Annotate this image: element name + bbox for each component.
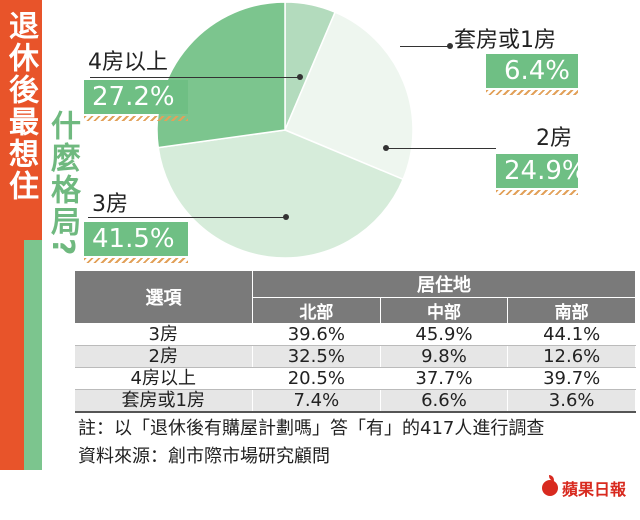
pie-slice (157, 129, 405, 259)
cell-value: 39.7% (507, 367, 636, 390)
column-header-north: 北部 (252, 297, 381, 324)
cell-value: 44.1% (507, 323, 636, 346)
column-header-central: 中部 (379, 297, 509, 324)
pie-slice (156, 1, 286, 149)
row-option: 2房 (74, 345, 253, 368)
slice-label-3room: 3房 (92, 192, 128, 217)
slice-pct-1room: 6.4% (486, 54, 578, 88)
leader-line-4room (90, 74, 303, 80)
hatch-3room (84, 258, 188, 263)
slice-label-1room: 套房或1房 (454, 28, 556, 53)
cell-value: 37.7% (379, 367, 509, 390)
row-option: 4房以上 (74, 367, 253, 390)
slice-pct-2room: 24.9% (496, 154, 587, 188)
brand-name: 蘋果日報 (561, 480, 626, 499)
cell-value: 32.5% (252, 345, 381, 368)
cell-value: 39.6% (252, 323, 381, 346)
data-source: 資料來源：創市際市場研究顧問 (78, 446, 330, 467)
slice-pct-4room: 27.2% (84, 80, 188, 114)
row-option: 3房 (74, 323, 253, 346)
leader-line-1room (400, 43, 453, 49)
pie-slice (284, 11, 414, 181)
leader-line-3room (88, 214, 289, 220)
slice-pct-3room: 41.5% (84, 222, 188, 256)
slice-label-4room: 4房以上 (88, 50, 168, 75)
slice-label-2room: 2房 (536, 126, 572, 151)
table-row: 套房或1房 7.4% 6.6% 3.6% (74, 389, 636, 413)
column-header-south: 南部 (507, 297, 636, 324)
hatch-4room (84, 116, 188, 121)
cell-value: 3.6% (507, 389, 636, 413)
survey-note: 註：以「退休後有購屋計劃嗎」答「有」的417人進行調查 (78, 418, 545, 439)
table-row: 4房以上 20.5% 37.7% 39.7% (74, 367, 636, 390)
pie-chart (156, 1, 414, 259)
hatch-1room (486, 90, 578, 95)
cell-value: 20.5% (252, 367, 381, 390)
residence-table: 選項 居住地 北部 中部 南部 3房 39.6% 45.9% 44.1% 2房 … (74, 270, 636, 413)
cell-value: 7.4% (252, 389, 381, 413)
apple-icon (541, 475, 558, 496)
cell-value: 12.6% (507, 345, 636, 368)
cell-value: 6.6% (379, 389, 509, 413)
title-accent-bar (24, 240, 42, 470)
leader-line-2room (383, 145, 496, 151)
chart-title-main: 退休後最想住 (3, 10, 38, 202)
table-header-group: 居住地 (252, 270, 636, 298)
cell-value: 45.9% (379, 323, 509, 346)
hatch-2room (496, 190, 578, 195)
table-header-option: 選項 (74, 270, 253, 324)
table-row: 3房 39.6% 45.9% 44.1% (74, 323, 636, 346)
row-option: 套房或1房 (74, 389, 253, 413)
brand-logo: 蘋果日報 (541, 475, 626, 500)
cell-value: 9.8% (379, 345, 509, 368)
table-row: 2房 32.5% 9.8% 12.6% (74, 345, 636, 368)
chart-title-sub: 什麼格局? (45, 110, 80, 258)
